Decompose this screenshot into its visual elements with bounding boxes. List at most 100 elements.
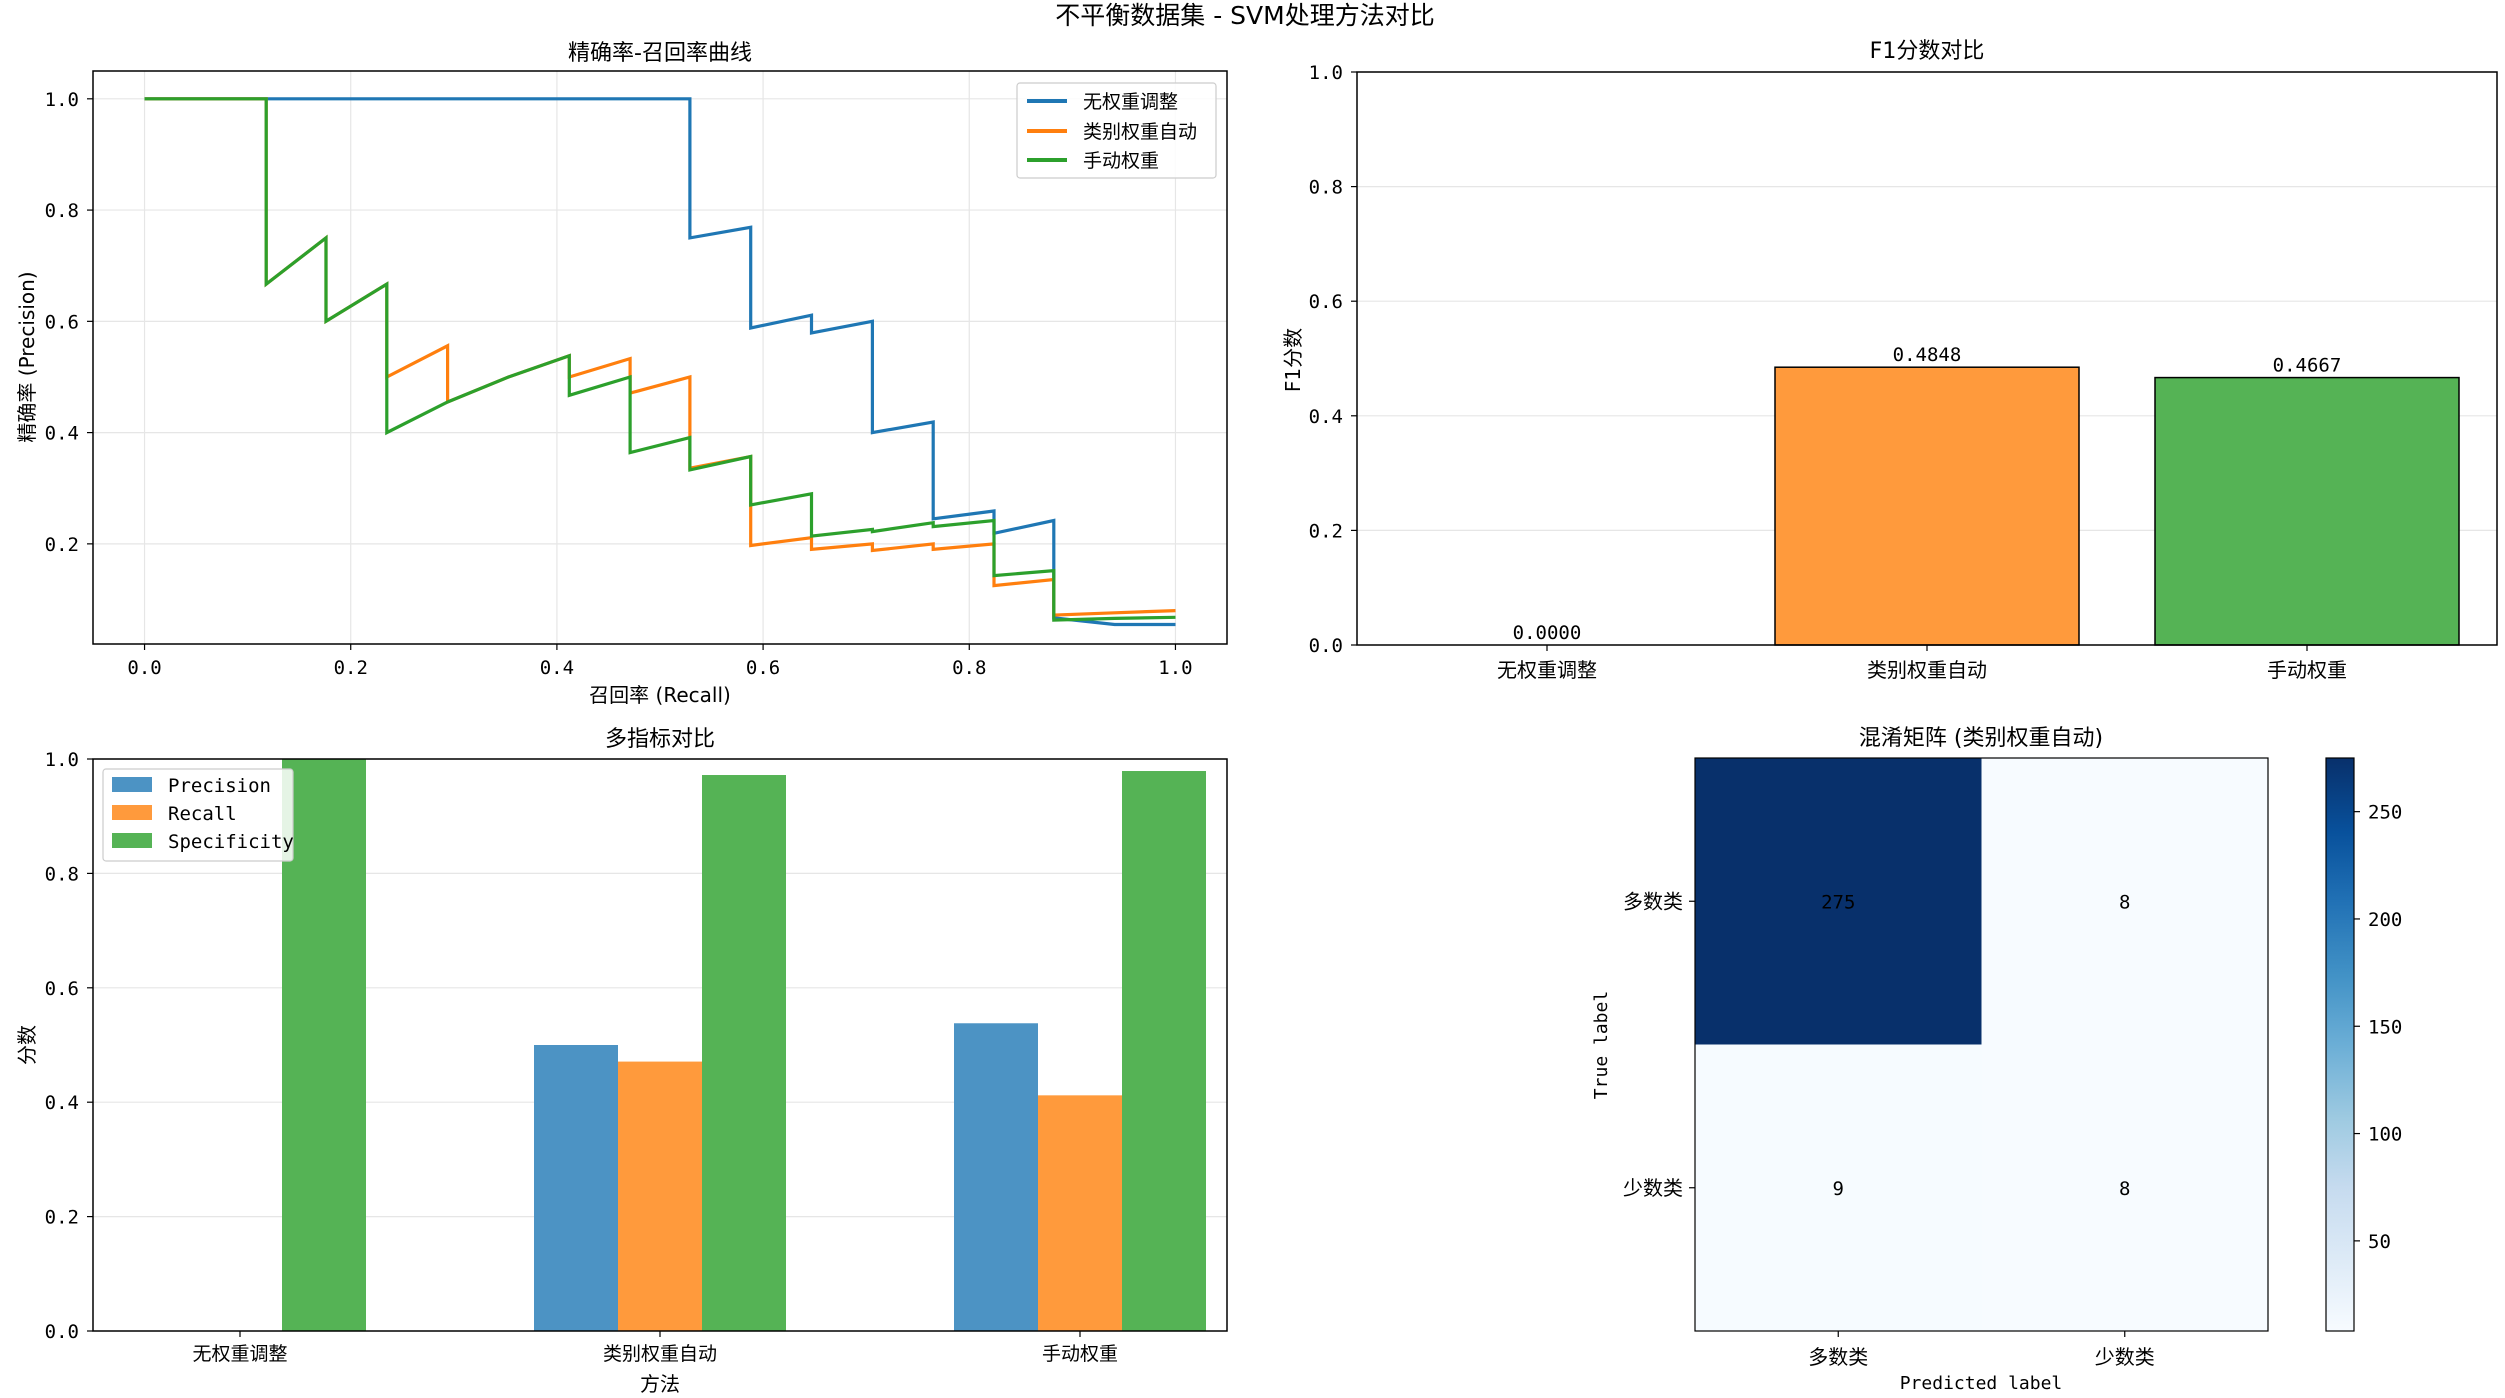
metrics-legend-swatch-specificity — [112, 833, 152, 848]
pr-x-tick-label: 1.0 — [1158, 657, 1192, 679]
metrics-y-tick-label: 0.0 — [45, 1321, 79, 1343]
pr-curve-panel: 精确率-召回率曲线 0.0 0.2 0.4 0.6 0.8 1.0 0.2 0.4 0.6 0.… — [15, 41, 1228, 707]
pr-xlabel: 召回率 (Recall) — [589, 683, 731, 707]
pr-y-ticks: 0.2 0.4 0.6 0.8 1.0 — [45, 89, 93, 556]
f1-x-tick-label: 类别权重自动 — [1867, 658, 1987, 682]
cm-row-label: 少数类 — [1623, 1176, 1683, 1200]
f1-x-tick-label: 手动权重 — [2267, 658, 2347, 682]
pr-x-tick-label: 0.4 — [540, 657, 574, 679]
pr-y-tick-label: 0.8 — [45, 200, 79, 222]
metrics-x-tick-label: 无权重调整 — [192, 1343, 287, 1365]
f1-value-label: 0.0000 — [1513, 622, 1582, 644]
metrics-bar-recall — [1038, 1095, 1122, 1331]
pr-legend-label-3: 手动权重 — [1083, 150, 1159, 172]
f1-x-ticks: 无权重调整 类别权重自动 手动权重 — [1497, 645, 2347, 682]
metrics-y-tick-label: 1.0 — [45, 749, 79, 771]
metrics-xlabel: 方法 — [640, 1372, 680, 1396]
f1-y-tick-label: 0.0 — [1309, 635, 1343, 657]
metrics-bar-specificity — [702, 775, 786, 1331]
metrics-panel: 多指标对比 0.0 0.2 0.4 0.6 0.8 1.0 无权重调整 类别权重自动 手动权重… — [15, 727, 1228, 1396]
pr-x-tick-label: 0.2 — [334, 657, 368, 679]
pr-legend-label-2: 类别权重自动 — [1083, 121, 1197, 143]
cm-axes-frame — [1694, 757, 2269, 1332]
f1-title: F1分数对比 — [1870, 39, 1985, 64]
metrics-legend-label-recall: Recall — [168, 803, 237, 825]
f1-ylabel: F1分数 — [1281, 328, 1305, 392]
pr-axes-frame — [92, 70, 1228, 645]
cm-xlabel: Predicted label — [1900, 1373, 2063, 1394]
metrics-legend-label-specificity: Specificity — [168, 831, 294, 853]
f1-bar — [1774, 366, 2080, 646]
f1-bar — [2154, 376, 2460, 646]
f1-y-tick-label: 0.8 — [1309, 177, 1343, 199]
metrics-y-tick-label: 0.6 — [45, 978, 79, 1000]
metrics-bars — [282, 759, 1206, 1331]
cm-row-label: 多数类 — [1623, 889, 1683, 913]
f1-y-tick-label: 1.0 — [1309, 62, 1343, 84]
metrics-legend-swatch-precision — [112, 777, 152, 792]
metrics-x-ticks: 无权重调整 类别权重自动 手动权重 — [192, 1331, 1118, 1365]
f1-y-tick-label: 0.4 — [1309, 406, 1343, 428]
metrics-bar-recall — [618, 1061, 702, 1331]
f1-bars: 0.0000 0.4848 0.4667 — [1513, 344, 2460, 646]
cm-col-label: 少数类 — [2095, 1345, 2155, 1369]
cm-cell-value: 275 — [1821, 891, 1855, 913]
pr-x-ticks: 0.0 0.2 0.4 0.6 0.8 1.0 — [127, 644, 1193, 679]
pr-x-tick-label: 0.6 — [746, 657, 780, 679]
pr-legend-box — [1016, 82, 1217, 179]
cm-title: 混淆矩阵 (类别权重自动) — [1859, 726, 2103, 751]
metrics-bar-specificity — [282, 759, 366, 1331]
cm-col-label: 多数类 — [1808, 1345, 1868, 1369]
cm-cell-value: 8 — [2119, 891, 2130, 913]
f1-value-label: 0.4848 — [1893, 344, 1962, 366]
metrics-ylabel: 分数 — [15, 1025, 39, 1065]
f1-y-tick-label: 0.2 — [1309, 520, 1343, 542]
metrics-y-tick-label: 0.4 — [45, 1092, 79, 1114]
metrics-y-tick-label: 0.8 — [45, 863, 79, 885]
pr-y-tick-label: 1.0 — [45, 89, 79, 111]
pr-x-tick-label: 0.8 — [952, 657, 986, 679]
metrics-legend-label-precision: Precision — [168, 775, 271, 797]
metrics-title: 多指标对比 — [605, 727, 715, 752]
metrics-y-ticks: 0.0 0.2 0.4 0.6 0.8 1.0 — [45, 749, 93, 1343]
metrics-legend-swatch-recall — [112, 805, 152, 820]
f1-value-label: 0.4667 — [2273, 355, 2342, 377]
metrics-bar-precision — [954, 1023, 1038, 1331]
cm-cell-value: 8 — [2119, 1178, 2130, 1200]
metrics-x-tick-label: 类别权重自动 — [603, 1343, 717, 1365]
cm-cell — [1981, 1044, 2268, 1331]
cm-cell — [1981, 758, 2268, 1045]
cm-ylabel: True label — [1591, 991, 1612, 1099]
figure-title: 不平衡数据集 - SVM处理方法对比 — [1055, 1, 1434, 30]
pr-x-tick-label: 0.0 — [127, 657, 161, 679]
colorbar-tick-label: 250 — [2368, 802, 2402, 824]
colorbar-tick-label: 150 — [2368, 1016, 2402, 1038]
pr-legend-label-1: 无权重调整 — [1083, 91, 1178, 113]
colorbar-tick-label: 50 — [2368, 1231, 2391, 1253]
pr-line-no-weight — [144, 97, 1176, 627]
pr-y-tick-label: 0.6 — [45, 311, 79, 333]
pr-legend: 无权重调整 类别权重自动 手动权重 — [1016, 82, 1217, 179]
f1-y-tick-label: 0.6 — [1309, 291, 1343, 313]
colorbar-tick-label: 200 — [2368, 909, 2402, 931]
cm-cells: 275 8 9 8 — [1695, 758, 2268, 1331]
colorbar — [2325, 757, 2355, 1332]
metrics-legend: Precision Recall Specificity — [102, 768, 294, 862]
metrics-x-tick-label: 手动权重 — [1042, 1343, 1118, 1365]
metrics-bar-specificity — [1122, 771, 1206, 1331]
colorbar-ticks: 50 100 150 200 250 — [2354, 802, 2402, 1253]
colorbar-tick-label: 100 — [2368, 1124, 2402, 1146]
f1-y-ticks: 0.0 0.2 0.4 0.6 0.8 1.0 — [1309, 62, 1357, 657]
cm-cell — [1695, 758, 1982, 1045]
pr-line-manual-weight — [144, 97, 1176, 622]
pr-title: 精确率-召回率曲线 — [568, 41, 752, 66]
pr-y-tick-label: 0.2 — [45, 534, 79, 556]
metrics-y-tick-label: 0.2 — [45, 1207, 79, 1229]
metrics-bar-precision — [534, 1045, 618, 1331]
pr-lines — [144, 97, 1176, 627]
cm-cell — [1695, 1044, 1982, 1331]
